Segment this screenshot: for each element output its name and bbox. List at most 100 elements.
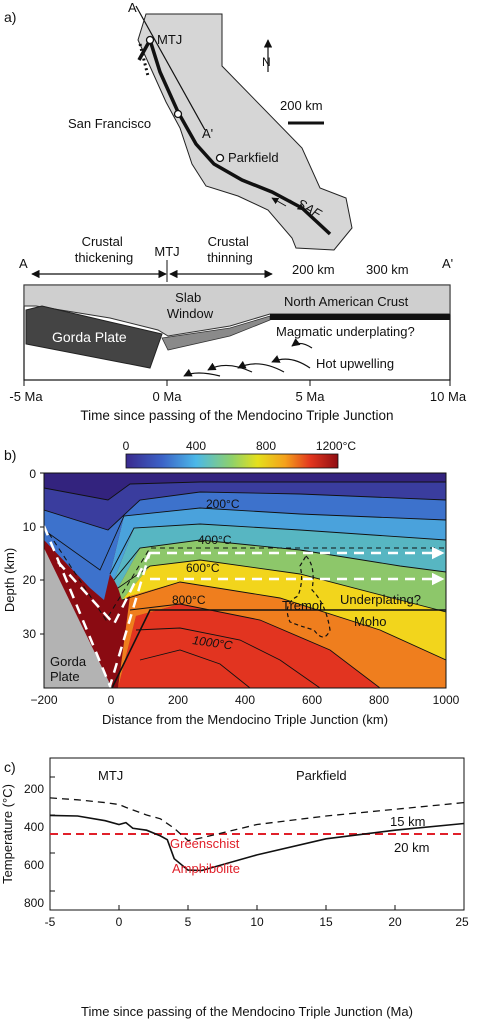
- c-xtick-20: 20: [388, 915, 402, 929]
- slab-dashed-black: [44, 525, 446, 621]
- isotherm-label-600: 600°C: [186, 561, 220, 575]
- time-tick-5: 5 Ma: [296, 389, 326, 404]
- time-axis-label: Time since passing of the Mendocino Trip…: [80, 408, 393, 423]
- crustal-thickening-label: Crustal thickening: [75, 234, 134, 265]
- band-400-lightblue: [110, 508, 446, 580]
- panel-a: a) A MTJ San Francisco A' Parkfield SAF: [4, 0, 467, 423]
- c-xtick-m5: -5: [45, 915, 56, 929]
- isotherm-label-200: 200°C: [206, 497, 240, 511]
- upwelling-arrow-3: [207, 362, 253, 373]
- continental-crust: [23, 284, 451, 337]
- b-xtick-1000: 1000: [433, 693, 460, 707]
- moho-label: Moho: [354, 614, 387, 629]
- b-xtick-800: 800: [369, 693, 389, 707]
- panel-b-label: b): [4, 447, 16, 463]
- b-xtick-200: 200: [168, 693, 188, 707]
- b-ylabel: Depth (km): [2, 548, 17, 612]
- mtj-point: [145, 35, 155, 45]
- underplating-bar: [270, 314, 450, 320]
- tremor-label: Tremor: [282, 598, 324, 613]
- c-ytick-800: 800: [24, 896, 44, 910]
- colorbar-tick-0: 0: [123, 439, 130, 453]
- panel-c-label: c): [4, 759, 16, 775]
- panel-c: c) MTJ Parkfield Greenschist Amphibolite…: [0, 757, 469, 1019]
- panel-c-x-axis: -5 0 5 10 15 20 25 Time since passing of…: [45, 905, 469, 1019]
- map-label-parkfield: Parkfield: [228, 150, 279, 165]
- band-900-red: [118, 604, 380, 688]
- series-line-20km: [50, 814, 464, 872]
- upwelling-arrow-2: [237, 360, 285, 373]
- panel-b: b) 0 400 800 1200°C: [2, 439, 460, 727]
- b-ytick-10: 10: [23, 520, 37, 534]
- band-300-blue: [44, 492, 446, 600]
- panel-c-y-axis: 200 400 600 800 Temperature (°C): [0, 776, 55, 910]
- series-15km-label: 15 km: [390, 814, 425, 829]
- isotherm-label-400: 400°C: [198, 533, 232, 547]
- cross-section: A A' Crustal thickening MTJ Crustal thin…: [9, 234, 466, 423]
- band-600-green: [118, 540, 446, 612]
- map-label-a-prime: A': [202, 126, 213, 141]
- time-axis: -5 Ma 0 Ma 5 Ma 10 Ma Time since passing…: [9, 380, 467, 423]
- greenschist-label: Greenschist: [170, 836, 240, 851]
- band-800-orange: [118, 582, 446, 688]
- gorda-plate-b-label: Gorda Plate: [50, 654, 90, 684]
- c-ytick-200: 200: [24, 782, 44, 796]
- upwelling-arrow-1: [271, 355, 311, 369]
- colorbar: [125, 453, 339, 469]
- gorda-plate-label: Gorda Plate: [52, 329, 127, 345]
- map-label-san-francisco: San Francisco: [68, 116, 151, 131]
- upwelling-arrow-4: [291, 338, 313, 349]
- colorbar-tick-1200: 1200°C: [316, 439, 356, 453]
- california-outline: [137, 13, 353, 251]
- offshore-trench-dots: [138, 43, 150, 77]
- b-ytick-30: 30: [23, 627, 37, 641]
- map-scale-label: 200 km: [280, 98, 323, 113]
- panel-a-label: a): [4, 9, 16, 25]
- crustal-thinning-label: Crustal thinning: [207, 234, 253, 265]
- c-mtj-label: MTJ: [98, 768, 123, 783]
- c-xtick-25: 25: [455, 915, 469, 929]
- c-ytick-400: 400: [24, 820, 44, 834]
- distance-300-label: 300 km: [366, 262, 409, 277]
- san-andreas-fault-line: [137, 35, 332, 236]
- isotherm-label-1000: 1000°C: [192, 633, 234, 652]
- slab-dashed-white-inner: [57, 551, 152, 627]
- gorda-plate: [25, 305, 163, 369]
- magmatic-underplating-label: Magmatic underplating?: [276, 324, 415, 339]
- thermal-model: [44, 473, 446, 688]
- map-label-a: A: [128, 0, 137, 15]
- time-tick-10: 10 Ma: [430, 389, 467, 404]
- isotherm-lines: [44, 481, 446, 688]
- c-parkfield-label: Parkfield: [296, 768, 347, 783]
- series-line-15km: [50, 797, 464, 842]
- xsec-label-a-prime: A': [442, 256, 453, 271]
- fault-motion-arrow-right: [289, 199, 305, 211]
- upwelling-arrow-5: [183, 368, 221, 377]
- north-arrow-label: N: [262, 55, 271, 69]
- hot-upwelling-label: Hot upwelling: [316, 356, 394, 371]
- b-xtick-0: 0: [108, 693, 115, 707]
- slab-window-label: Slab Window: [167, 290, 214, 321]
- band-100-darkindigo: [44, 473, 446, 500]
- time-tick-0: 0 Ma: [153, 389, 183, 404]
- tremor-zone-outline: [286, 555, 331, 638]
- time-tick-minus5: -5 Ma: [9, 389, 43, 404]
- underplating-label: Underplating?: [340, 592, 421, 607]
- amphibolite-label: Amphibolite: [172, 861, 240, 876]
- b-ytick-0: 0: [29, 467, 36, 481]
- colorbar-tick-800: 800: [256, 439, 276, 453]
- b-xlabel: Distance from the Mendocino Triple Junct…: [102, 712, 388, 727]
- band-200-indigo: [44, 473, 446, 530]
- colorbar-tick-400: 400: [186, 439, 206, 453]
- distance-200-label: 200 km: [292, 262, 335, 277]
- b-ytick-20: 20: [23, 573, 37, 587]
- san-francisco-point: [173, 109, 183, 119]
- b-xtick-400: 400: [235, 693, 255, 707]
- c-xtick-0: 0: [116, 915, 123, 929]
- c-xtick-15: 15: [319, 915, 333, 929]
- series-20km-label: 20 km: [394, 840, 429, 855]
- xsec-mtj-label: MTJ: [154, 244, 179, 259]
- moho-line: [111, 609, 446, 688]
- fault-motion-arrow-left: [271, 197, 287, 207]
- panel-b-x-axis: −200 0 200 400 600 800 1000 Distance fro…: [30, 693, 459, 727]
